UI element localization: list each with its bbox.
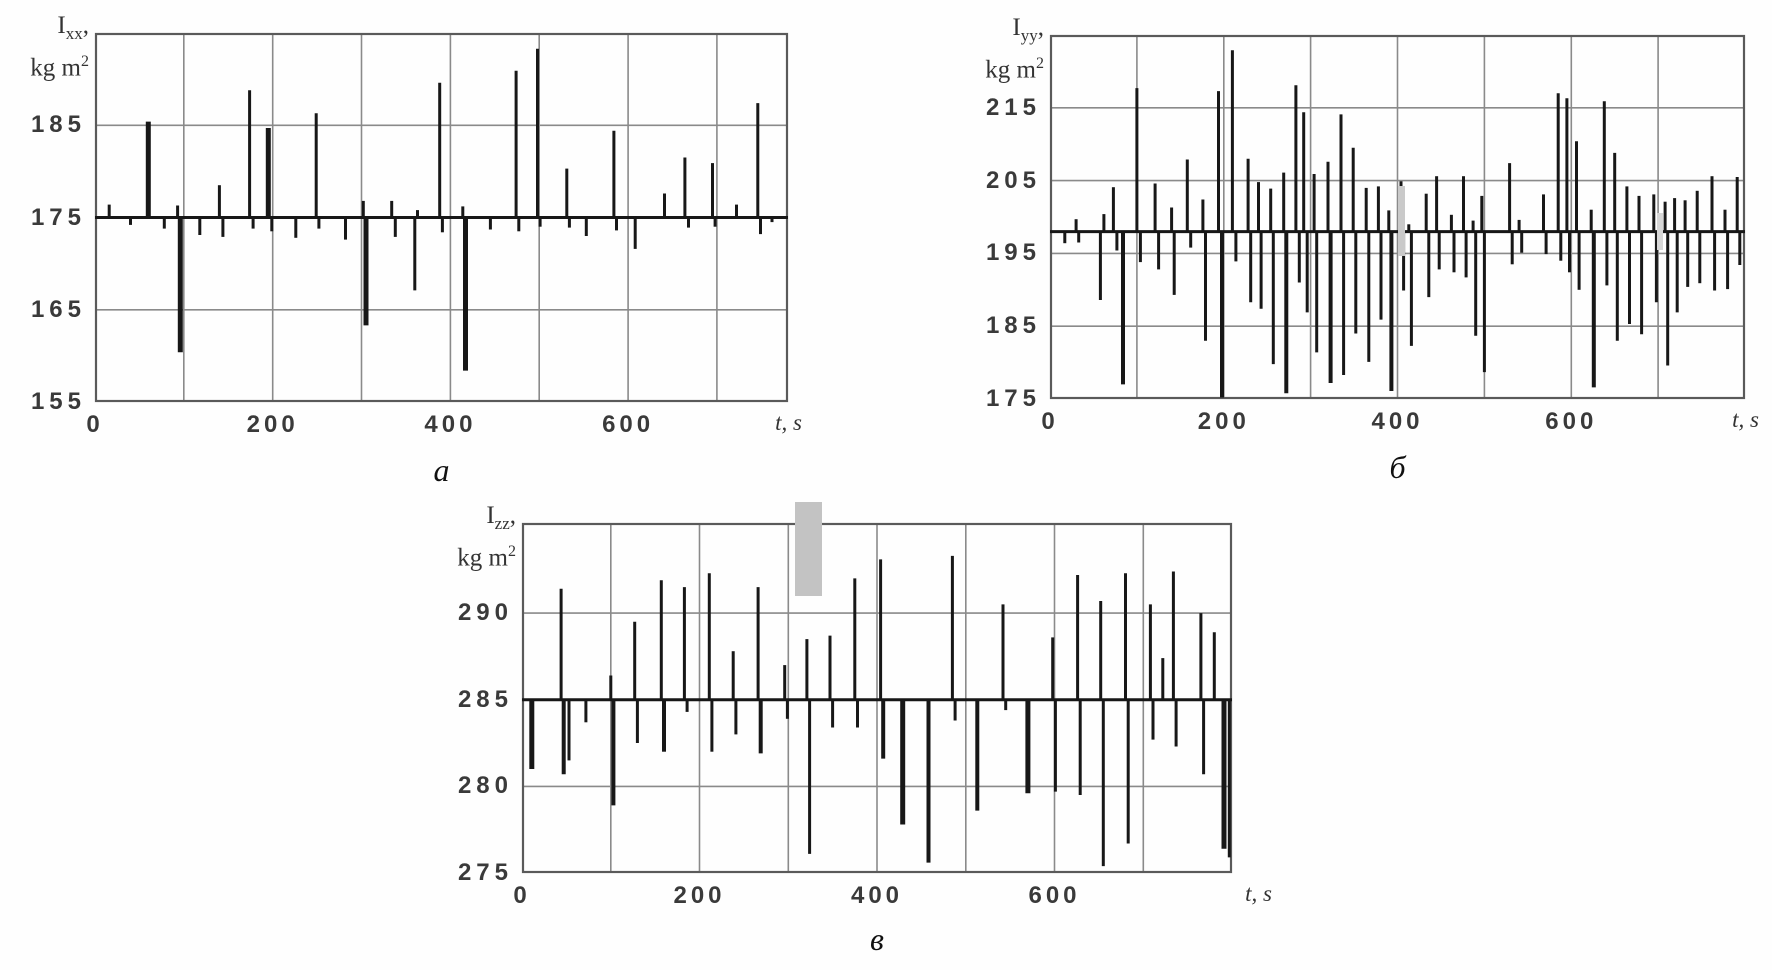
y-tick-label: 155: [30, 388, 86, 415]
plot-border: [521, 522, 1233, 874]
chart-caption-b: б: [1389, 449, 1406, 485]
x-axis-unit-label: t, s: [1732, 407, 1759, 432]
plot-svg: [94, 32, 789, 403]
x-axis-unit-label: t, s: [1245, 881, 1272, 906]
y-tick-label: 280: [457, 772, 513, 800]
x-axis-unit-label: t, s: [775, 410, 802, 435]
y-axis-title-izz: Izz, kg m2: [457, 502, 516, 572]
y-tick-label: 290: [457, 599, 513, 627]
plot-canvas-izz: [521, 502, 1233, 874]
x-tick-label: 600: [1545, 408, 1598, 435]
plot-svg: [1049, 34, 1746, 400]
x-tick-label: 200: [673, 882, 726, 909]
y-tick-label: 175: [985, 385, 1041, 412]
y-tick-label: 185: [985, 312, 1041, 340]
y-axis-title-iyy: Iyy, kg m2: [985, 14, 1044, 84]
x-tick-label: 400: [850, 882, 904, 909]
y-tick-label: 165: [30, 295, 86, 323]
y-tick-label: 175: [30, 203, 86, 231]
x-tick-label: 400: [1371, 408, 1424, 435]
x-tick-label: 600: [602, 411, 655, 438]
gray-artifact-bar: [1657, 213, 1664, 251]
y-tick-label: 195: [985, 239, 1041, 267]
chart-panel-iyy: Iyy, kg m2 t, s б 215 205 195 185 175 0 200 400 6…: [985, 14, 1759, 485]
plot-border: [1049, 34, 1746, 400]
y-tick-label: 275: [457, 859, 513, 886]
y-tick-label: 205: [985, 166, 1041, 194]
x-tick-label: 600: [1028, 882, 1081, 909]
chart-panel-izz: Izz, kg m2 t, s в 290 285 280 275 0 200 400 600: [457, 502, 1272, 957]
x-tick-label: 0: [86, 411, 104, 438]
y-tick-label: 215: [985, 93, 1041, 121]
x-tick-label: 200: [1197, 408, 1250, 435]
x-tick-label: 200: [246, 411, 299, 438]
chart-panel-ixx: Ixx, kg m2 t, s a 185 175 165 155 0 200 400 600: [30, 12, 802, 488]
x-tick-label: 0: [513, 882, 531, 909]
gray-artifact-bar: [794, 502, 822, 596]
gray-artifact-bar: [1398, 186, 1406, 256]
plot-canvas-iyy: [1049, 34, 1746, 400]
y-axis-title-ixx: Ixx, kg m2: [30, 12, 89, 82]
y-tick-label: 285: [457, 685, 513, 713]
plot-svg: [521, 522, 1233, 874]
chart-caption-a: a: [433, 452, 450, 488]
x-tick-label: 0: [1041, 408, 1059, 435]
chart-caption-v: в: [870, 921, 884, 957]
plot-canvas-ixx: [94, 32, 789, 403]
x-tick-label: 400: [424, 411, 477, 438]
y-tick-label: 185: [30, 111, 86, 139]
